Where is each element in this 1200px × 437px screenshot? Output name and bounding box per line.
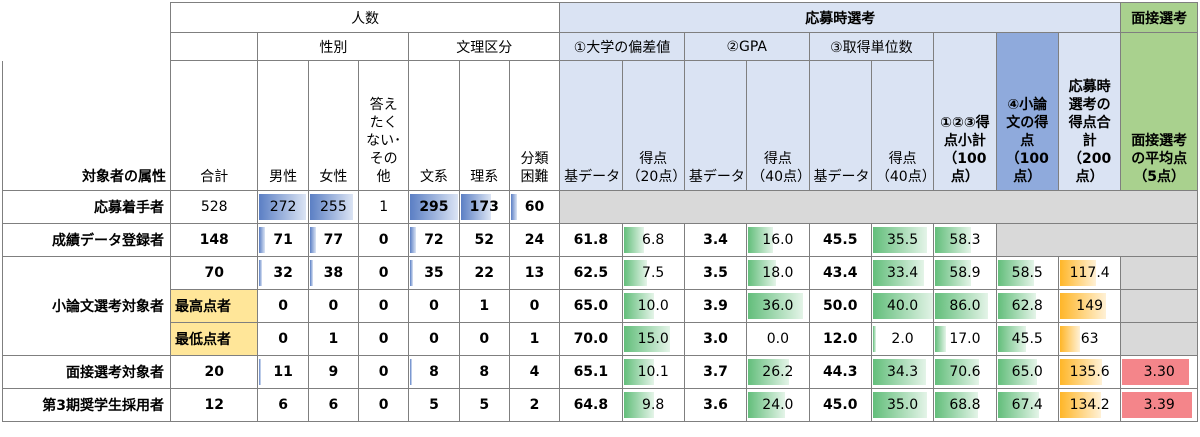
col-kiso3: 基データ xyxy=(808,60,872,191)
header-gpa: ②GPA xyxy=(683,32,810,61)
table-row: 小論文選考対象者 70 32 38 0 35 22 13 62.5 7.5 3.… xyxy=(2,256,1198,356)
col-other: 答えたくない･その他 xyxy=(358,60,410,191)
header-attr: 対象者の属性 xyxy=(2,60,171,191)
col-male: 男性 xyxy=(257,60,309,191)
header-tani: ③取得単位数 xyxy=(808,32,935,61)
header-sub123: ①②③得点小計（100点） xyxy=(933,32,997,191)
sub-label: 最低点者 xyxy=(169,322,259,356)
table-row: 面接選考対象者 20 11 9 0 8 8 4 65.1 10.1 3.7 26… xyxy=(2,355,1198,389)
row-label: 応募着手者 xyxy=(2,190,171,224)
header-goukei: 応募時選考の得点合計（200点） xyxy=(1057,32,1122,191)
col-total: 合計 xyxy=(169,60,259,191)
col-female: 女性 xyxy=(307,60,360,191)
col-bunrui: 分類困難 xyxy=(508,60,561,191)
header-oubo: 応募時選考 xyxy=(559,2,1122,33)
header-shoron: ④小論文の得点（100点） xyxy=(995,32,1059,191)
selection-results-table: 人数 応募時選考 面接選考 性別 文理区分 ①大学の偏差値 ②GPA ③取得単位… xyxy=(2,2,1199,422)
header-hensachi: ①大学の偏差値 xyxy=(559,32,685,61)
header-mensetsu: 面接選考 xyxy=(1120,2,1198,33)
table-row: 成績データ登録者 148 71 77 0 72 52 24 61.8 6.8 3… xyxy=(2,223,1199,257)
header-mensetsu-avg: 面接選考の平均点（5点） xyxy=(1120,32,1198,191)
mensetsu-score: 3.30 xyxy=(1143,364,1175,380)
col-tokuten40b: 得点（40点） xyxy=(870,60,935,191)
col-tokuten40a: 得点（40点） xyxy=(746,60,810,191)
table-row: 最高点者 0 0 0 0 1 0 65.0 10.0 3.9 36.0 50.0… xyxy=(3,289,1198,323)
col-kiso2: 基データ xyxy=(683,60,748,191)
header-ninzu: 人数 xyxy=(169,2,561,33)
header-bunri: 文理区分 xyxy=(408,32,561,61)
table-row: 最低点者 0 1 0 0 0 1 70.0 15.0 3.0 0.0 12.0 … xyxy=(3,322,1198,356)
sub-label: 最高点者 xyxy=(169,289,259,323)
col-bunkei: 文系 xyxy=(408,60,460,191)
col-rikei: 理系 xyxy=(458,60,510,191)
table-row: 第3期奨学生採用者 12 6 6 0 5 5 2 64.8 9.8 3.6 24… xyxy=(2,388,1198,422)
corner-cell-2 xyxy=(3,33,171,61)
corner-cell xyxy=(3,3,171,33)
table-row: 応募着手者 528 272 255 1 295 173 60 xyxy=(2,190,1198,224)
col-kiso1: 基データ xyxy=(559,60,623,191)
mensetsu-score: 3.39 xyxy=(1143,397,1175,413)
header-seibetsu: 性別 xyxy=(257,32,410,61)
col-tokuten20: 得点（20点） xyxy=(621,60,685,191)
